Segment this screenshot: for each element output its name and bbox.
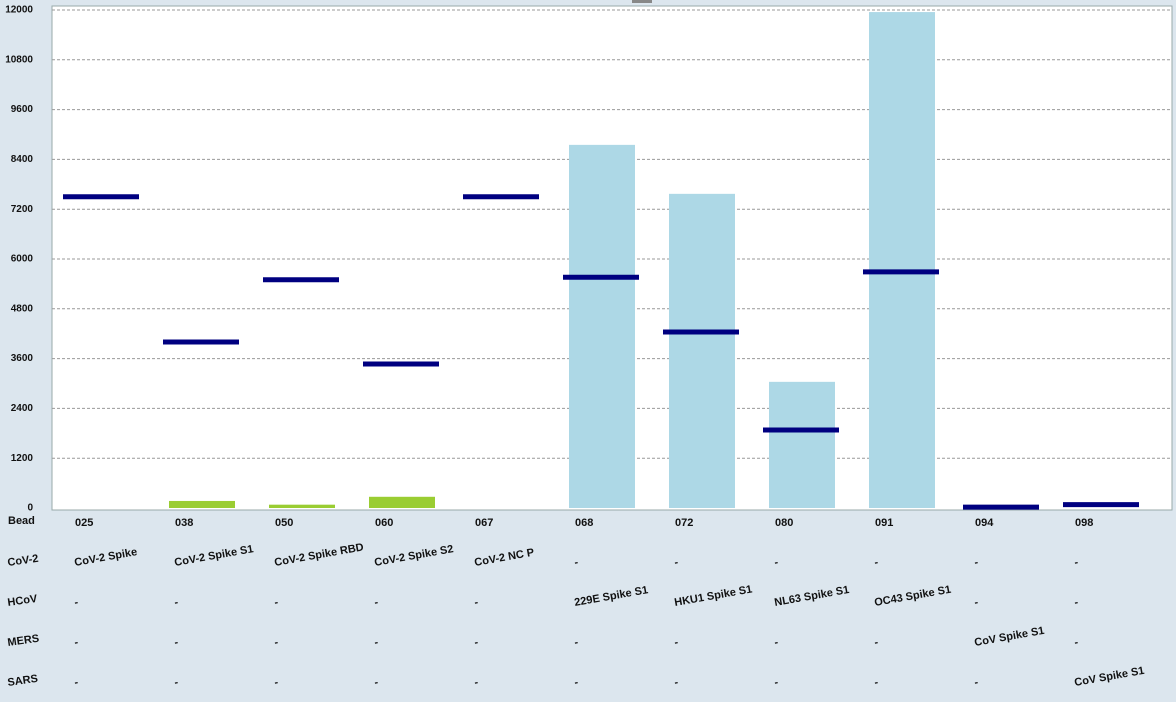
x-tick-label: 038: [175, 517, 193, 529]
y-tick-label: 0: [27, 503, 33, 514]
cell-label: -: [373, 676, 379, 689]
cell-label: -: [473, 636, 479, 649]
x-tick-label: 060: [375, 517, 393, 529]
y-tick-label: 10800: [5, 54, 33, 65]
cell-label: -: [673, 556, 679, 569]
cell-label: -: [173, 596, 179, 609]
y-tick-label: 9600: [11, 104, 34, 115]
cell-label: -: [573, 636, 579, 649]
cell-label: -: [173, 676, 179, 689]
x-tick-label: 067: [475, 517, 493, 529]
cell-label: -: [673, 676, 679, 689]
row-label: Bead: [8, 515, 35, 527]
cell-label: -: [473, 596, 479, 609]
handle: [632, 0, 652, 3]
cell-label: -: [373, 636, 379, 649]
cell-label: -: [773, 636, 779, 649]
x-tick-label: 094: [975, 517, 994, 529]
y-tick-label: 8400: [11, 154, 34, 165]
cell-label: -: [273, 596, 279, 609]
x-tick-label: 068: [575, 517, 593, 529]
x-tick-label: 091: [875, 517, 893, 529]
x-tick-label: 025: [75, 517, 93, 529]
y-tick-label: 6000: [11, 254, 34, 265]
bar: [269, 504, 335, 508]
y-tick-label: 2400: [11, 403, 34, 414]
cell-label: -: [573, 676, 579, 689]
x-tick-label: 072: [675, 517, 693, 529]
bar: [369, 496, 435, 508]
cell-label: -: [973, 676, 979, 689]
y-tick-label: 7200: [11, 204, 34, 215]
cell-label: -: [73, 676, 79, 689]
cell-label: -: [873, 556, 879, 569]
y-tick-label: 4800: [11, 303, 34, 314]
cell-label: -: [273, 636, 279, 649]
y-tick-label: 12000: [5, 5, 33, 16]
cell-label: -: [273, 676, 279, 689]
row-label: HCoV: [7, 593, 39, 609]
cell-label: -: [1073, 596, 1079, 609]
bar: [869, 12, 935, 508]
cell-label: -: [773, 556, 779, 569]
cell-label: -: [173, 636, 179, 649]
y-tick-label: 1200: [11, 453, 34, 464]
x-tick-label: 080: [775, 517, 793, 529]
cell-label: -: [673, 636, 679, 649]
bar: [169, 500, 235, 508]
row-label: CoV-2: [7, 553, 40, 569]
bar: [669, 193, 735, 508]
cell-label: -: [973, 596, 979, 609]
cell-label: -: [73, 596, 79, 609]
cell-label: -: [973, 556, 979, 569]
y-tick-label: 3600: [11, 353, 34, 364]
cell-label: -: [373, 596, 379, 609]
cell-label: -: [873, 676, 879, 689]
cell-label: -: [573, 556, 579, 569]
row-label: MERS: [7, 633, 40, 649]
cell-label: -: [873, 636, 879, 649]
row-label: SARS: [7, 673, 39, 689]
x-tick-label: 098: [1075, 517, 1093, 529]
cell-label: -: [473, 676, 479, 689]
cell-label: -: [73, 636, 79, 649]
x-tick-label: 050: [275, 517, 293, 529]
cell-label: -: [773, 676, 779, 689]
bar: [769, 381, 835, 508]
cell-label: -: [1073, 556, 1079, 569]
bar: [569, 144, 635, 508]
cell-label: -: [1073, 636, 1079, 649]
